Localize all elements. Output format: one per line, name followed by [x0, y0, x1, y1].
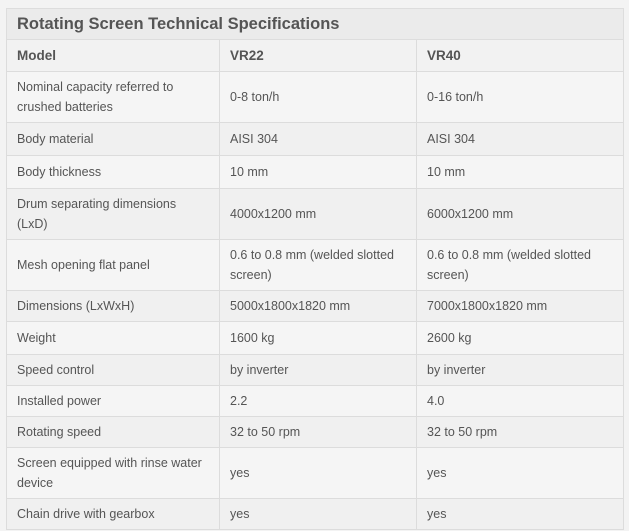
spec-value: 4.0 — [416, 385, 624, 417]
spec-value: 32 to 50 rpm — [416, 416, 624, 448]
column-header-vr22: VR22 — [219, 39, 417, 72]
spec-label: Nominal capacity referred to crushed bat… — [6, 71, 220, 123]
spec-value: 6000x1200 mm — [416, 188, 624, 240]
spec-label: Speed control — [6, 354, 220, 386]
spec-label: Body material — [6, 122, 220, 156]
spec-label: Installed power — [6, 385, 220, 417]
spec-value: 2600 kg — [416, 321, 624, 355]
spec-label: Weight — [6, 321, 220, 355]
table-title: Rotating Screen Technical Specifications — [6, 8, 624, 40]
spec-value: yes — [219, 447, 417, 499]
specs-container: Rotating Screen Technical Specifications… — [6, 8, 624, 530]
spec-value: 5000x1800x1820 mm — [219, 290, 417, 322]
spec-value: 0-16 ton/h — [416, 71, 624, 123]
table-row: Mesh opening flat panel 0.6 to 0.8 mm (we… — [6, 239, 624, 291]
table-row: Body thickness 10 mm 10 mm — [6, 155, 624, 189]
spec-value: 0.6 to 0.8 mm (welded slotted screen) — [416, 239, 624, 291]
spec-value: 0.6 to 0.8 mm (welded slotted screen) — [219, 239, 417, 291]
spec-value: 4000x1200 mm — [219, 188, 417, 240]
table-row: Speed control by inverter by inverter — [6, 354, 624, 386]
column-header-model: Model — [6, 39, 220, 72]
table-row: Screen equipped with rinse water device y… — [6, 447, 624, 499]
spec-value: AISI 304 — [219, 122, 417, 156]
spec-label: Body thickness — [6, 155, 220, 189]
spec-value: yes — [416, 498, 624, 530]
table-row: Chain drive with gearbox yes yes — [6, 498, 624, 530]
spec-value: 1600 kg — [219, 321, 417, 355]
table-row: Body material AISI 304 AISI 304 — [6, 122, 624, 156]
spec-value: by inverter — [416, 354, 624, 386]
spec-value: 10 mm — [219, 155, 417, 189]
spec-label: Screen equipped with rinse water device — [6, 447, 220, 499]
table-row: Weight 1600 kg 2600 kg — [6, 321, 624, 355]
table-row: Drum separating dimensions (LxD) 4000x120… — [6, 188, 624, 240]
spec-value: 32 to 50 rpm — [219, 416, 417, 448]
spec-value: yes — [416, 447, 624, 499]
spec-label: Drum separating dimensions (LxD) — [6, 188, 220, 240]
table-row: Dimensions (LxWxH) 5000x1800x1820 mm 7000x… — [6, 290, 624, 322]
spec-label: Chain drive with gearbox — [6, 498, 220, 530]
spec-value: AISI 304 — [416, 122, 624, 156]
specs-table: Rotating Screen Technical Specifications… — [6, 8, 624, 530]
spec-value: yes — [219, 498, 417, 530]
spec-value: 7000x1800x1820 mm — [416, 290, 624, 322]
spec-value: 10 mm — [416, 155, 624, 189]
spec-value: 0-8 ton/h — [219, 71, 417, 123]
table-row: Rotating speed 32 to 50 rpm 32 to 50 rpm — [6, 416, 624, 448]
table-row: Nominal capacity referred to crushed bat… — [6, 71, 624, 123]
table-row: Installed power 2.2 4.0 — [6, 385, 624, 417]
spec-value: 2.2 — [219, 385, 417, 417]
spec-label: Rotating speed — [6, 416, 220, 448]
spec-value: by inverter — [219, 354, 417, 386]
column-header-vr40: VR40 — [416, 39, 624, 72]
spec-label: Dimensions (LxWxH) — [6, 290, 220, 322]
spec-label: Mesh opening flat panel — [6, 239, 220, 291]
header-row: Model VR22 VR40 — [6, 39, 624, 72]
